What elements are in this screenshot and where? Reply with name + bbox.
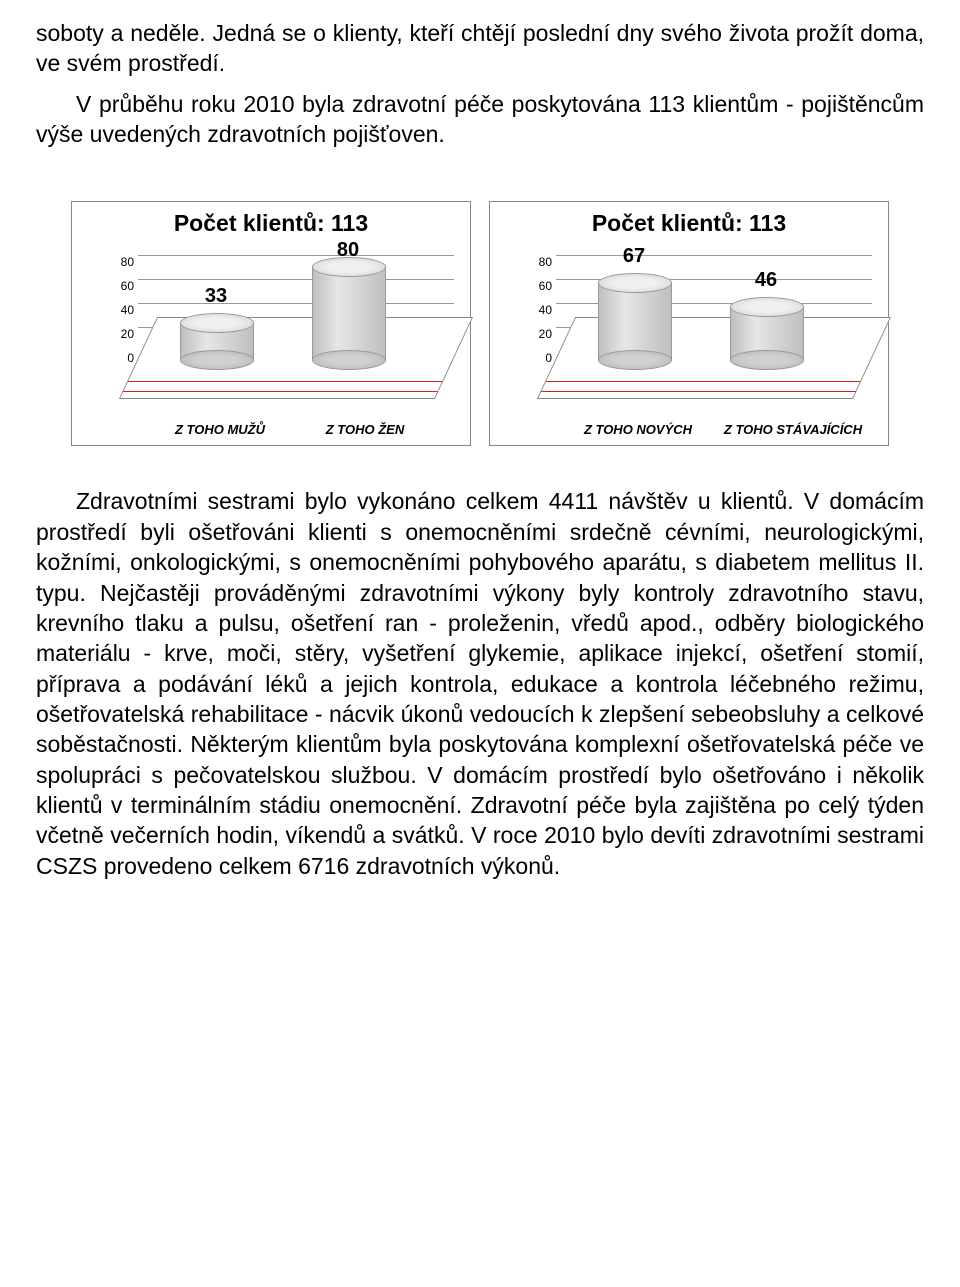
chart-left-ytick: 80 <box>110 255 134 269</box>
chart-right-ytick: 40 <box>528 303 552 317</box>
chart-right-ytick: 0 <box>528 351 552 365</box>
chart-right-val-1: 46 <box>726 269 806 292</box>
chart-left-floor <box>119 317 473 399</box>
chart-right-floor <box>537 317 891 399</box>
page: soboty a neděle. Jedná se o klienty, kte… <box>0 0 960 931</box>
chart-right-ytick: 80 <box>528 255 552 269</box>
chart-right-bar-1 <box>730 306 804 361</box>
chart-left-ytick: 20 <box>110 327 134 341</box>
chart-right-ytick: 60 <box>528 279 552 293</box>
charts-wrap: Počet klientů: 113 80 60 40 20 0 <box>71 201 889 446</box>
chart-left-plot: 80 60 40 20 0 <box>80 247 462 439</box>
chart-left-accent-line <box>128 381 442 382</box>
chart-right-accent-line <box>541 391 855 392</box>
chart-right: Počet klientů: 113 80 60 40 20 0 <box>489 201 889 446</box>
chart-right-val-0: 67 <box>594 245 674 268</box>
chart-left-title: Počet klientů: 113 <box>74 204 468 247</box>
chart-left-val-0: 33 <box>176 285 256 308</box>
chart-left-val-1: 80 <box>308 239 388 262</box>
chart-left-cat-0: Z TOHO MUŽŮ <box>140 423 300 438</box>
chart-left-accent-line <box>123 391 437 392</box>
chart-right-accent-line <box>546 381 860 382</box>
chart-left-bar-0 <box>180 322 254 361</box>
chart-left-ytick: 0 <box>110 351 134 365</box>
paragraph-2: V průběhu roku 2010 byla zdravotní péče … <box>36 89 924 150</box>
chart-left-bar-1 <box>312 266 386 361</box>
chart-left-ytick: 60 <box>110 279 134 293</box>
chart-left: Počet klientů: 113 80 60 40 20 0 <box>71 201 471 446</box>
charts-row: Počet klientů: 113 80 60 40 20 0 <box>36 201 924 446</box>
chart-right-cat-1: Z TOHO STÁVAJÍCÍCH <box>708 423 878 438</box>
paragraph-3: Zdravotními sestrami bylo vykonáno celke… <box>36 486 924 881</box>
chart-right-plot: 80 60 40 20 0 <box>498 247 880 439</box>
chart-right-title: Počet klientů: 113 <box>492 204 886 247</box>
chart-right-cat-0: Z TOHO NOVÝCH <box>568 423 708 438</box>
chart-left-cat-1: Z TOHO ŽEN <box>290 423 440 438</box>
chart-right-bar-0 <box>598 282 672 361</box>
paragraph-1: soboty a neděle. Jedná se o klienty, kte… <box>36 18 924 79</box>
chart-right-ytick: 20 <box>528 327 552 341</box>
chart-left-ytick: 40 <box>110 303 134 317</box>
